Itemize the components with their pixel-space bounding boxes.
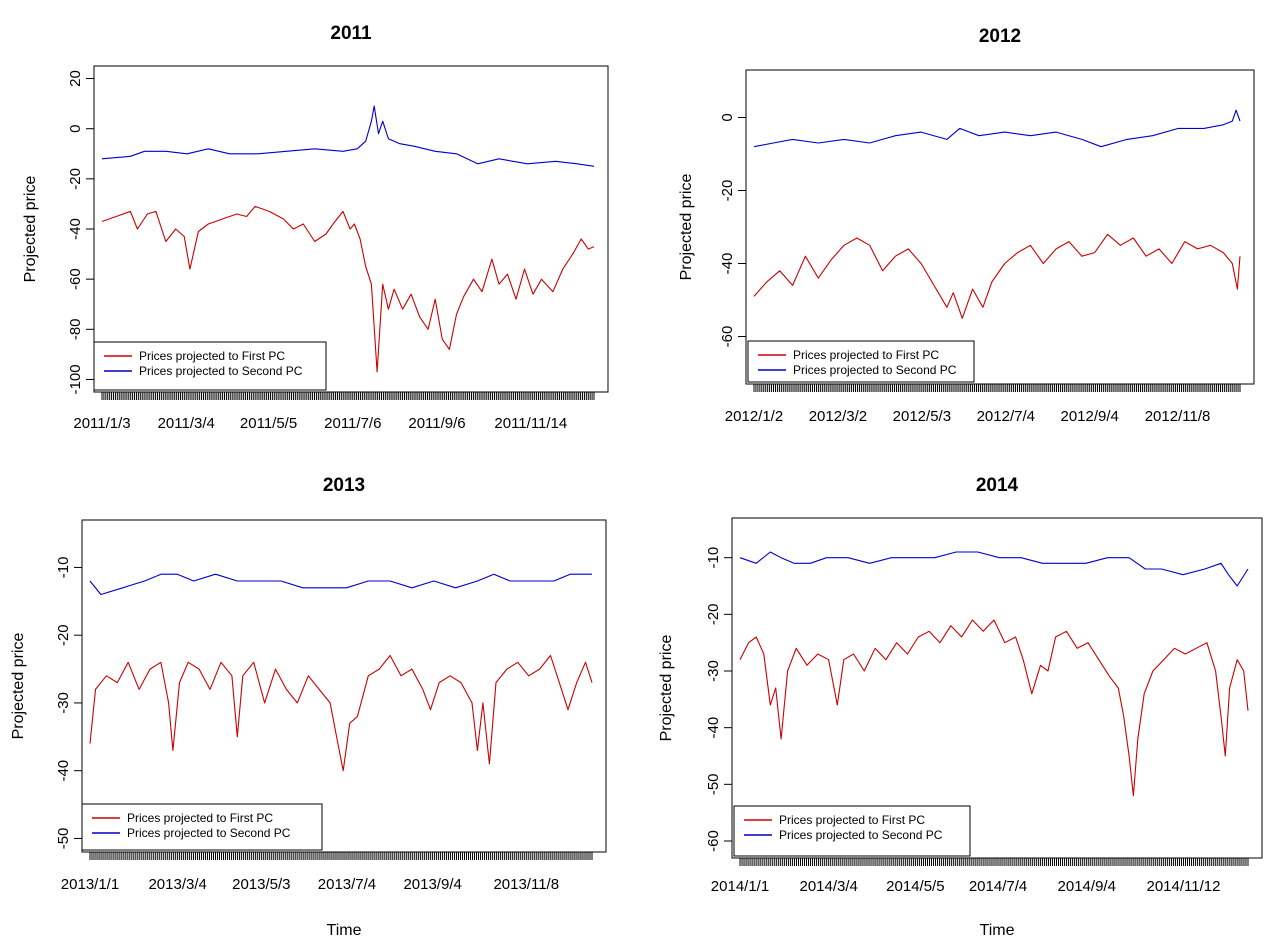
y-tick-label: -60 [67, 268, 84, 290]
legend-label: Prices projected to First PC [127, 811, 273, 825]
legend-label: Prices projected to Second PC [779, 828, 943, 842]
x-tick-label: 2013/7/4 [318, 876, 376, 893]
y-tick-label: 20 [67, 70, 84, 87]
y-axis-label: Projected price [22, 176, 39, 283]
x-tick-label: 2013/5/3 [232, 876, 290, 893]
chart-title: 2014 [976, 475, 1019, 496]
legend-label: Prices projected to First PC [793, 348, 939, 362]
chart-panel-2013: 2013 -10 -20 -30 -40 -50 Projected price 2013/1… [10, 475, 607, 939]
y-tick-label: -40 [67, 218, 84, 240]
x-tick-label: 2011/9/6 [408, 415, 465, 432]
chart-title: 2012 [979, 26, 1021, 47]
series-line-second-pc [753, 109, 1241, 148]
y-tick-label: 0 [67, 125, 84, 133]
legend-box [733, 805, 971, 857]
x-tick-label: 2014/11/12 [1147, 878, 1221, 895]
series-line-second-pc [101, 105, 595, 167]
x-tick-label: 2012/11/8 [1145, 408, 1211, 425]
series-line-first-pc [89, 654, 593, 772]
x-tick-label: 2012/3/2 [809, 408, 867, 425]
x-tick-label: 2012/9/4 [1061, 408, 1119, 425]
x-tick-label: 2012/5/3 [893, 408, 951, 425]
y-tick-label: -10 [55, 557, 72, 579]
x-tick-label: 2013/3/4 [148, 876, 206, 893]
x-tick-label: 2011/3/4 [158, 415, 215, 432]
y-tick-label: -20 [67, 168, 84, 190]
plot-frame [745, 69, 1255, 385]
y-tick-label: -40 [719, 253, 736, 275]
y-tick-label: -20 [719, 180, 736, 202]
legend-label: Prices projected to Second PC [793, 363, 957, 377]
x-tick-label: 2011/7/6 [324, 415, 381, 432]
legend-label: Prices projected to Second PC [127, 826, 291, 840]
legend-label: Prices projected to Second PC [139, 364, 303, 378]
chart-panel-2011: 2011 20 0 -20 -40 -60 -80 -100 Projected price 20… [22, 23, 609, 432]
x-tick-label: 2012/1/2 [725, 408, 783, 425]
x-tick-label: 2014/7/4 [969, 878, 1027, 895]
y-axis-label: Projected price [678, 174, 695, 281]
y-tick-label: -40 [55, 760, 72, 782]
chart-panel-2012: 2012 0 -20 -40 -60 Projected price 2012/1/2 201… [678, 26, 1255, 425]
y-tick-label: -100 [67, 364, 84, 394]
x-tick-label: 2014/1/1 [711, 878, 769, 895]
x-tick-label: 2014/3/4 [800, 878, 858, 895]
x-tick-label: 2013/9/4 [403, 876, 461, 893]
y-tick-label: -60 [719, 326, 736, 348]
y-axis-label: Projected price [10, 633, 27, 740]
series-line-first-pc [753, 233, 1241, 319]
y-tick-label: 0 [719, 113, 736, 121]
chart-title: 2011 [330, 23, 372, 44]
x-tick-label: 2011/11/14 [494, 415, 567, 432]
x-tick-label: 2014/5/5 [886, 878, 944, 895]
y-tick-label: -30 [55, 692, 72, 714]
plot-frame [731, 517, 1263, 859]
series-line-first-pc [739, 619, 1249, 797]
legend-label: Prices projected to First PC [139, 349, 285, 363]
x-tick-label: 2011/1/3 [73, 415, 130, 432]
x-ticks [739, 858, 1249, 866]
x-axis-label: Time [327, 922, 362, 939]
y-tick-label: -50 [705, 773, 722, 795]
series-line-first-pc [101, 205, 595, 373]
legend-label: Prices projected to First PC [779, 813, 925, 827]
x-tick-label: 2013/11/8 [493, 876, 559, 893]
chart-title: 2013 [323, 475, 365, 496]
legend-box [81, 803, 323, 851]
series-line-second-pc [89, 573, 592, 596]
x-axis-label: Time [980, 922, 1015, 939]
x-tick-label: 2011/5/5 [240, 415, 297, 432]
chart-panel-2014: 2014 -10 -20 -30 -40 -50 -60 Projected price 201… [658, 475, 1263, 939]
x-ticks [753, 384, 1241, 392]
y-tick-label: -20 [705, 603, 722, 625]
y-tick-label: -60 [705, 830, 722, 852]
y-tick-label: -20 [55, 624, 72, 646]
y-tick-label: -10 [705, 547, 722, 569]
y-tick-label: -50 [55, 828, 72, 850]
x-ticks [101, 392, 595, 400]
x-tick-label: 2013/1/1 [61, 876, 119, 893]
y-tick-label: -40 [705, 717, 722, 739]
plot-frame [81, 519, 607, 853]
y-tick-label: -80 [67, 318, 84, 340]
legend-box [747, 340, 975, 383]
y-axis-label: Projected price [658, 635, 675, 742]
y-tick-label: -30 [705, 660, 722, 682]
x-ticks [89, 852, 593, 860]
legend-box [93, 341, 327, 391]
series-line-second-pc [739, 551, 1249, 587]
x-tick-label: 2012/7/4 [977, 408, 1035, 425]
x-tick-label: 2014/9/4 [1058, 878, 1116, 895]
